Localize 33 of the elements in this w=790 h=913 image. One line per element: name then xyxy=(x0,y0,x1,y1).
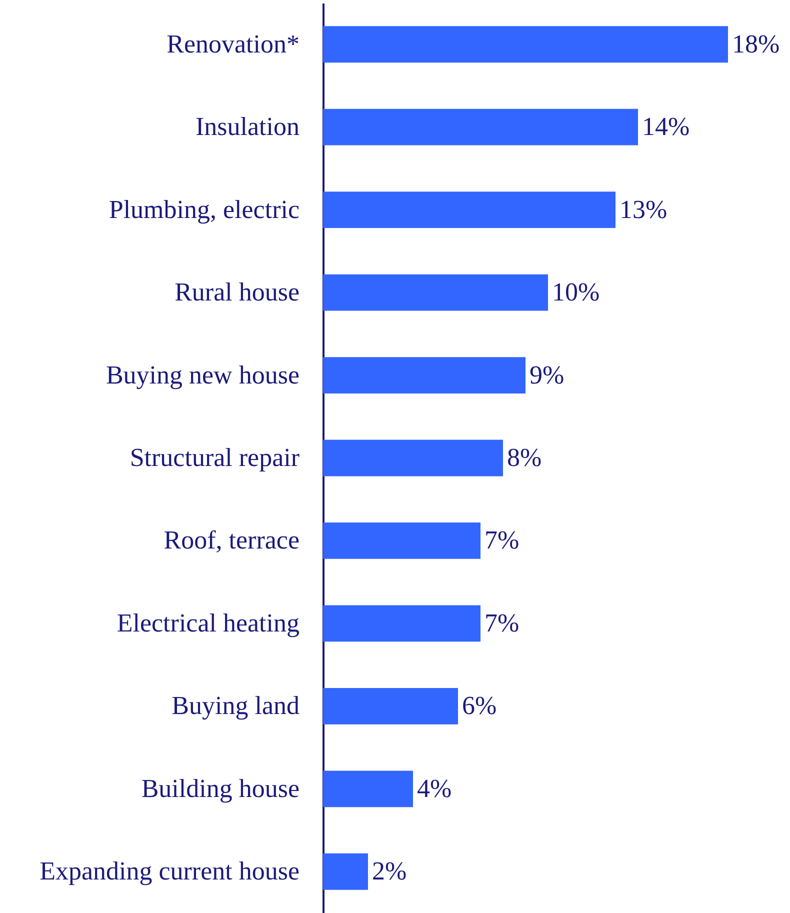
y-tick-label: Buying new house xyxy=(106,360,300,390)
bar xyxy=(323,853,368,890)
bar xyxy=(323,357,526,394)
bar xyxy=(323,440,503,476)
data-label: 7% xyxy=(484,608,520,638)
y-tick-label: Roof, terrace xyxy=(164,526,300,555)
data-label: 2% xyxy=(372,856,407,886)
y-tick-label: Insulation xyxy=(196,112,300,142)
bar xyxy=(323,522,480,559)
bar xyxy=(323,192,616,228)
y-tick-label: Plumbing, electric xyxy=(108,194,300,224)
data-label: 14% xyxy=(642,112,690,142)
y-tick-label: Electrical heating xyxy=(116,608,300,638)
y-tick-label: Buying land xyxy=(172,691,300,720)
data-label: 13% xyxy=(620,194,668,224)
y-tick-label: Renovation* xyxy=(166,29,300,58)
bar xyxy=(323,274,548,311)
bar xyxy=(323,688,458,724)
data-label: 9% xyxy=(530,360,564,390)
bar xyxy=(323,605,480,642)
data-label: 7% xyxy=(484,526,520,555)
data-label: 18% xyxy=(732,29,780,58)
bar xyxy=(323,108,638,146)
y-tick-label: Expanding current house xyxy=(40,856,300,886)
y-tick-label: Rural house xyxy=(174,278,300,307)
data-label: 10% xyxy=(552,278,600,307)
data-label: 4% xyxy=(417,774,452,803)
bar xyxy=(323,770,413,808)
y-tick-label: Building house xyxy=(141,774,300,803)
y-tick-label: Structural repair xyxy=(130,443,300,472)
bar xyxy=(323,26,728,63)
data-label: 6% xyxy=(462,691,497,720)
data-label: 8% xyxy=(507,443,542,472)
